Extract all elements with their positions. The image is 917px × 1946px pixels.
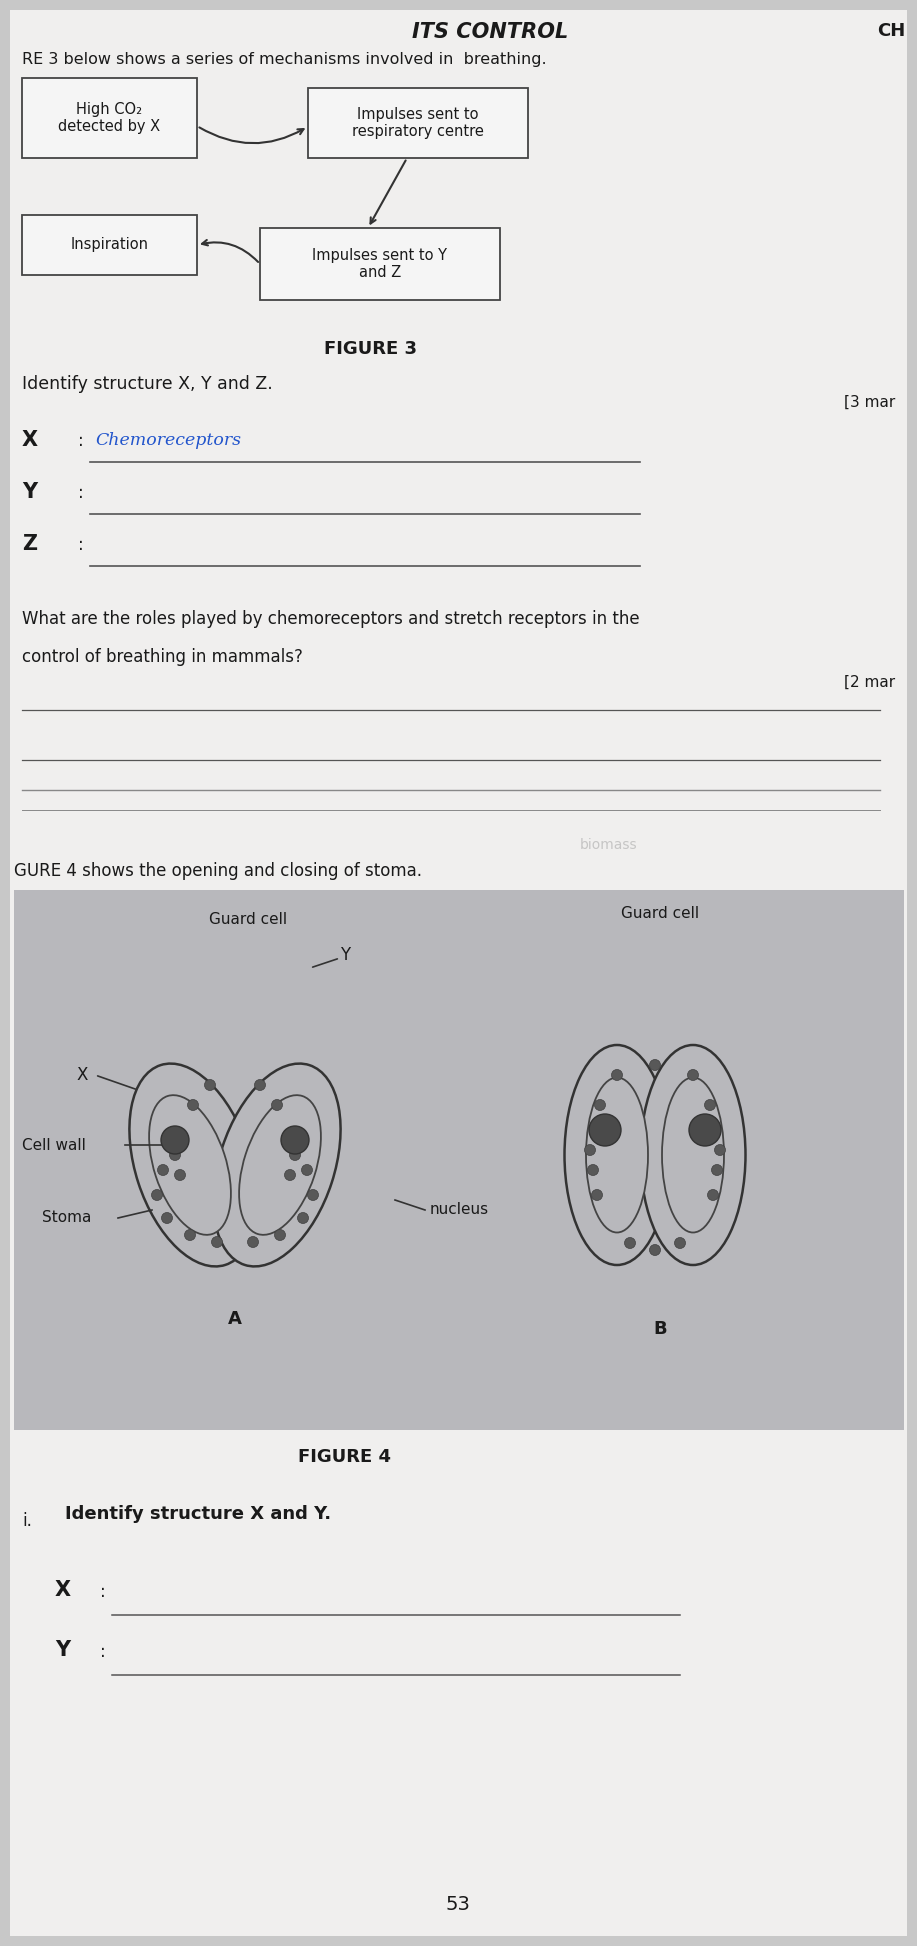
Circle shape xyxy=(290,1150,301,1160)
Circle shape xyxy=(588,1164,599,1175)
Circle shape xyxy=(675,1238,686,1249)
Text: FIGURE 4: FIGURE 4 xyxy=(299,1448,392,1465)
Text: X: X xyxy=(22,430,39,450)
Circle shape xyxy=(704,1099,715,1111)
Ellipse shape xyxy=(586,1078,648,1232)
FancyBboxPatch shape xyxy=(10,10,907,1936)
Circle shape xyxy=(714,1144,725,1156)
Circle shape xyxy=(584,1144,595,1156)
Text: :: : xyxy=(78,535,83,555)
Text: High CO₂
detected by X: High CO₂ detected by X xyxy=(59,101,160,134)
Ellipse shape xyxy=(214,1064,340,1267)
Circle shape xyxy=(187,1099,198,1111)
Circle shape xyxy=(255,1080,266,1090)
Text: :: : xyxy=(78,485,83,502)
Circle shape xyxy=(624,1238,635,1249)
Text: Y: Y xyxy=(340,946,350,963)
Text: A: A xyxy=(228,1310,242,1327)
Text: Cell wall: Cell wall xyxy=(22,1138,86,1152)
Text: Guard cell: Guard cell xyxy=(621,907,699,920)
FancyBboxPatch shape xyxy=(260,228,500,300)
Circle shape xyxy=(158,1164,169,1175)
Text: Chemoreceptors: Chemoreceptors xyxy=(95,432,241,450)
Circle shape xyxy=(649,1245,660,1255)
Circle shape xyxy=(688,1070,699,1080)
Text: [3 mar: [3 mar xyxy=(844,395,895,411)
Text: :: : xyxy=(100,1582,105,1602)
Circle shape xyxy=(297,1212,308,1224)
Circle shape xyxy=(612,1070,623,1080)
Circle shape xyxy=(712,1164,723,1175)
Text: Stoma: Stoma xyxy=(42,1210,92,1226)
Circle shape xyxy=(591,1189,602,1201)
Circle shape xyxy=(248,1236,259,1247)
Text: 53: 53 xyxy=(446,1895,470,1915)
Text: Z: Z xyxy=(22,533,37,555)
Circle shape xyxy=(689,1113,721,1146)
Circle shape xyxy=(170,1150,181,1160)
Text: nucleus: nucleus xyxy=(430,1203,489,1218)
Text: Impulses sent to Y
and Z: Impulses sent to Y and Z xyxy=(313,247,447,280)
Circle shape xyxy=(161,1127,189,1154)
Text: Identify structure X, Y and Z.: Identify structure X, Y and Z. xyxy=(22,376,272,393)
Circle shape xyxy=(184,1230,195,1240)
Text: control of breathing in mammals?: control of breathing in mammals? xyxy=(22,648,303,666)
Circle shape xyxy=(212,1236,223,1247)
Circle shape xyxy=(151,1189,162,1201)
Text: Inspiration: Inspiration xyxy=(71,237,149,253)
Text: Identify structure X and Y.: Identify structure X and Y. xyxy=(65,1504,331,1524)
Circle shape xyxy=(594,1099,605,1111)
FancyBboxPatch shape xyxy=(22,78,197,158)
Circle shape xyxy=(589,1113,621,1146)
Circle shape xyxy=(161,1212,172,1224)
Ellipse shape xyxy=(149,1096,231,1236)
Ellipse shape xyxy=(129,1064,257,1267)
Text: [2 mar: [2 mar xyxy=(844,675,895,691)
Circle shape xyxy=(204,1080,215,1090)
Text: X: X xyxy=(55,1580,72,1600)
Text: Y: Y xyxy=(55,1640,70,1660)
Text: i.: i. xyxy=(22,1512,32,1530)
Text: B: B xyxy=(653,1319,667,1339)
Text: :: : xyxy=(100,1642,105,1662)
Circle shape xyxy=(284,1170,295,1181)
Text: Y: Y xyxy=(22,483,37,502)
Ellipse shape xyxy=(640,1045,746,1265)
Text: Guard cell: Guard cell xyxy=(209,913,287,926)
Text: :: : xyxy=(78,432,89,450)
Circle shape xyxy=(708,1189,719,1201)
Text: GURE 4 shows the opening and closing of stoma.: GURE 4 shows the opening and closing of … xyxy=(14,862,422,880)
Text: FIGURE 3: FIGURE 3 xyxy=(324,341,416,358)
Text: ITS CONTROL: ITS CONTROL xyxy=(412,21,569,43)
Circle shape xyxy=(274,1230,285,1240)
FancyBboxPatch shape xyxy=(14,889,904,1430)
Ellipse shape xyxy=(239,1096,321,1236)
Circle shape xyxy=(174,1170,185,1181)
Text: CH: CH xyxy=(877,21,905,41)
Ellipse shape xyxy=(565,1045,669,1265)
FancyBboxPatch shape xyxy=(22,214,197,274)
Text: Impulses sent to
respiratory centre: Impulses sent to respiratory centre xyxy=(352,107,484,140)
Circle shape xyxy=(281,1127,309,1154)
Text: X: X xyxy=(77,1066,88,1084)
Circle shape xyxy=(649,1059,660,1070)
Circle shape xyxy=(271,1099,282,1111)
Text: biomass: biomass xyxy=(580,839,637,852)
Circle shape xyxy=(302,1164,313,1175)
FancyBboxPatch shape xyxy=(308,88,528,158)
Ellipse shape xyxy=(662,1078,724,1232)
Circle shape xyxy=(307,1189,318,1201)
Text: RE 3 below shows a series of mechanisms involved in  breathing.: RE 3 below shows a series of mechanisms … xyxy=(22,53,547,66)
Text: What are the roles played by chemoreceptors and stretch receptors in the: What are the roles played by chemorecept… xyxy=(22,609,640,629)
